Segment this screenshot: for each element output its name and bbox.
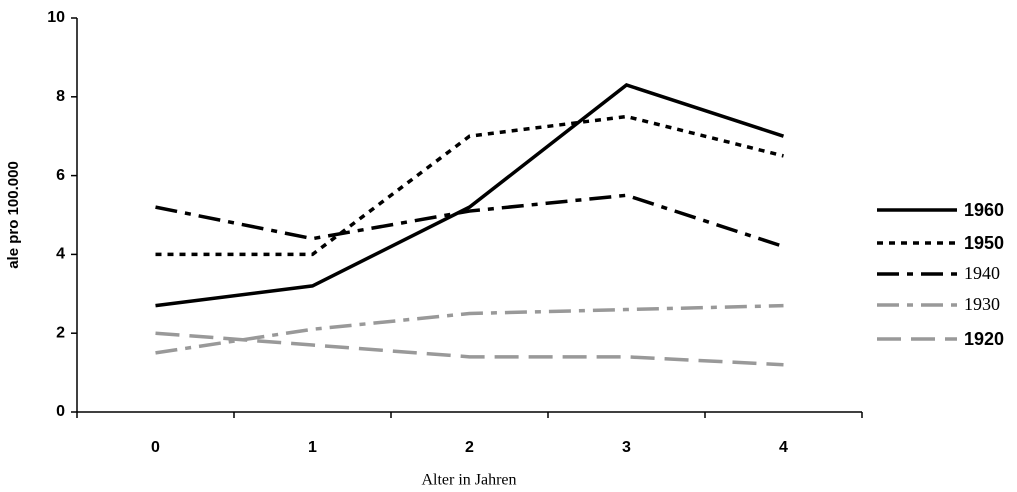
- series-line: [155, 114, 784, 257]
- x-tick-label: 0: [151, 439, 160, 456]
- y-tick-label: 2: [56, 324, 65, 341]
- x-axis-label: Alter in Jahren: [421, 472, 516, 489]
- y-tick-label: 0: [56, 403, 65, 420]
- y-tick-label: 6: [56, 167, 65, 184]
- y-tick-label: 8: [56, 88, 65, 105]
- y-tick-label: 4: [56, 246, 65, 263]
- series-line: [155, 331, 784, 367]
- legend-label: 1960: [964, 200, 1004, 220]
- legend-label: 1940: [964, 263, 1000, 283]
- x-tick-label: 2: [465, 439, 474, 456]
- series-line: [155, 83, 785, 308]
- y-axis-label: ale pro 100.000: [5, 161, 22, 269]
- legend-label: 1920: [964, 329, 1004, 349]
- x-tick-label: 1: [308, 439, 317, 456]
- legend-label: 1950: [964, 233, 1004, 253]
- x-tick-label: 4: [779, 439, 788, 456]
- y-tick-label: 10: [47, 9, 65, 26]
- legend-label: 1930: [964, 294, 1000, 314]
- series-line: [155, 193, 785, 249]
- series-line: [155, 303, 784, 355]
- x-tick-label: 3: [622, 439, 631, 456]
